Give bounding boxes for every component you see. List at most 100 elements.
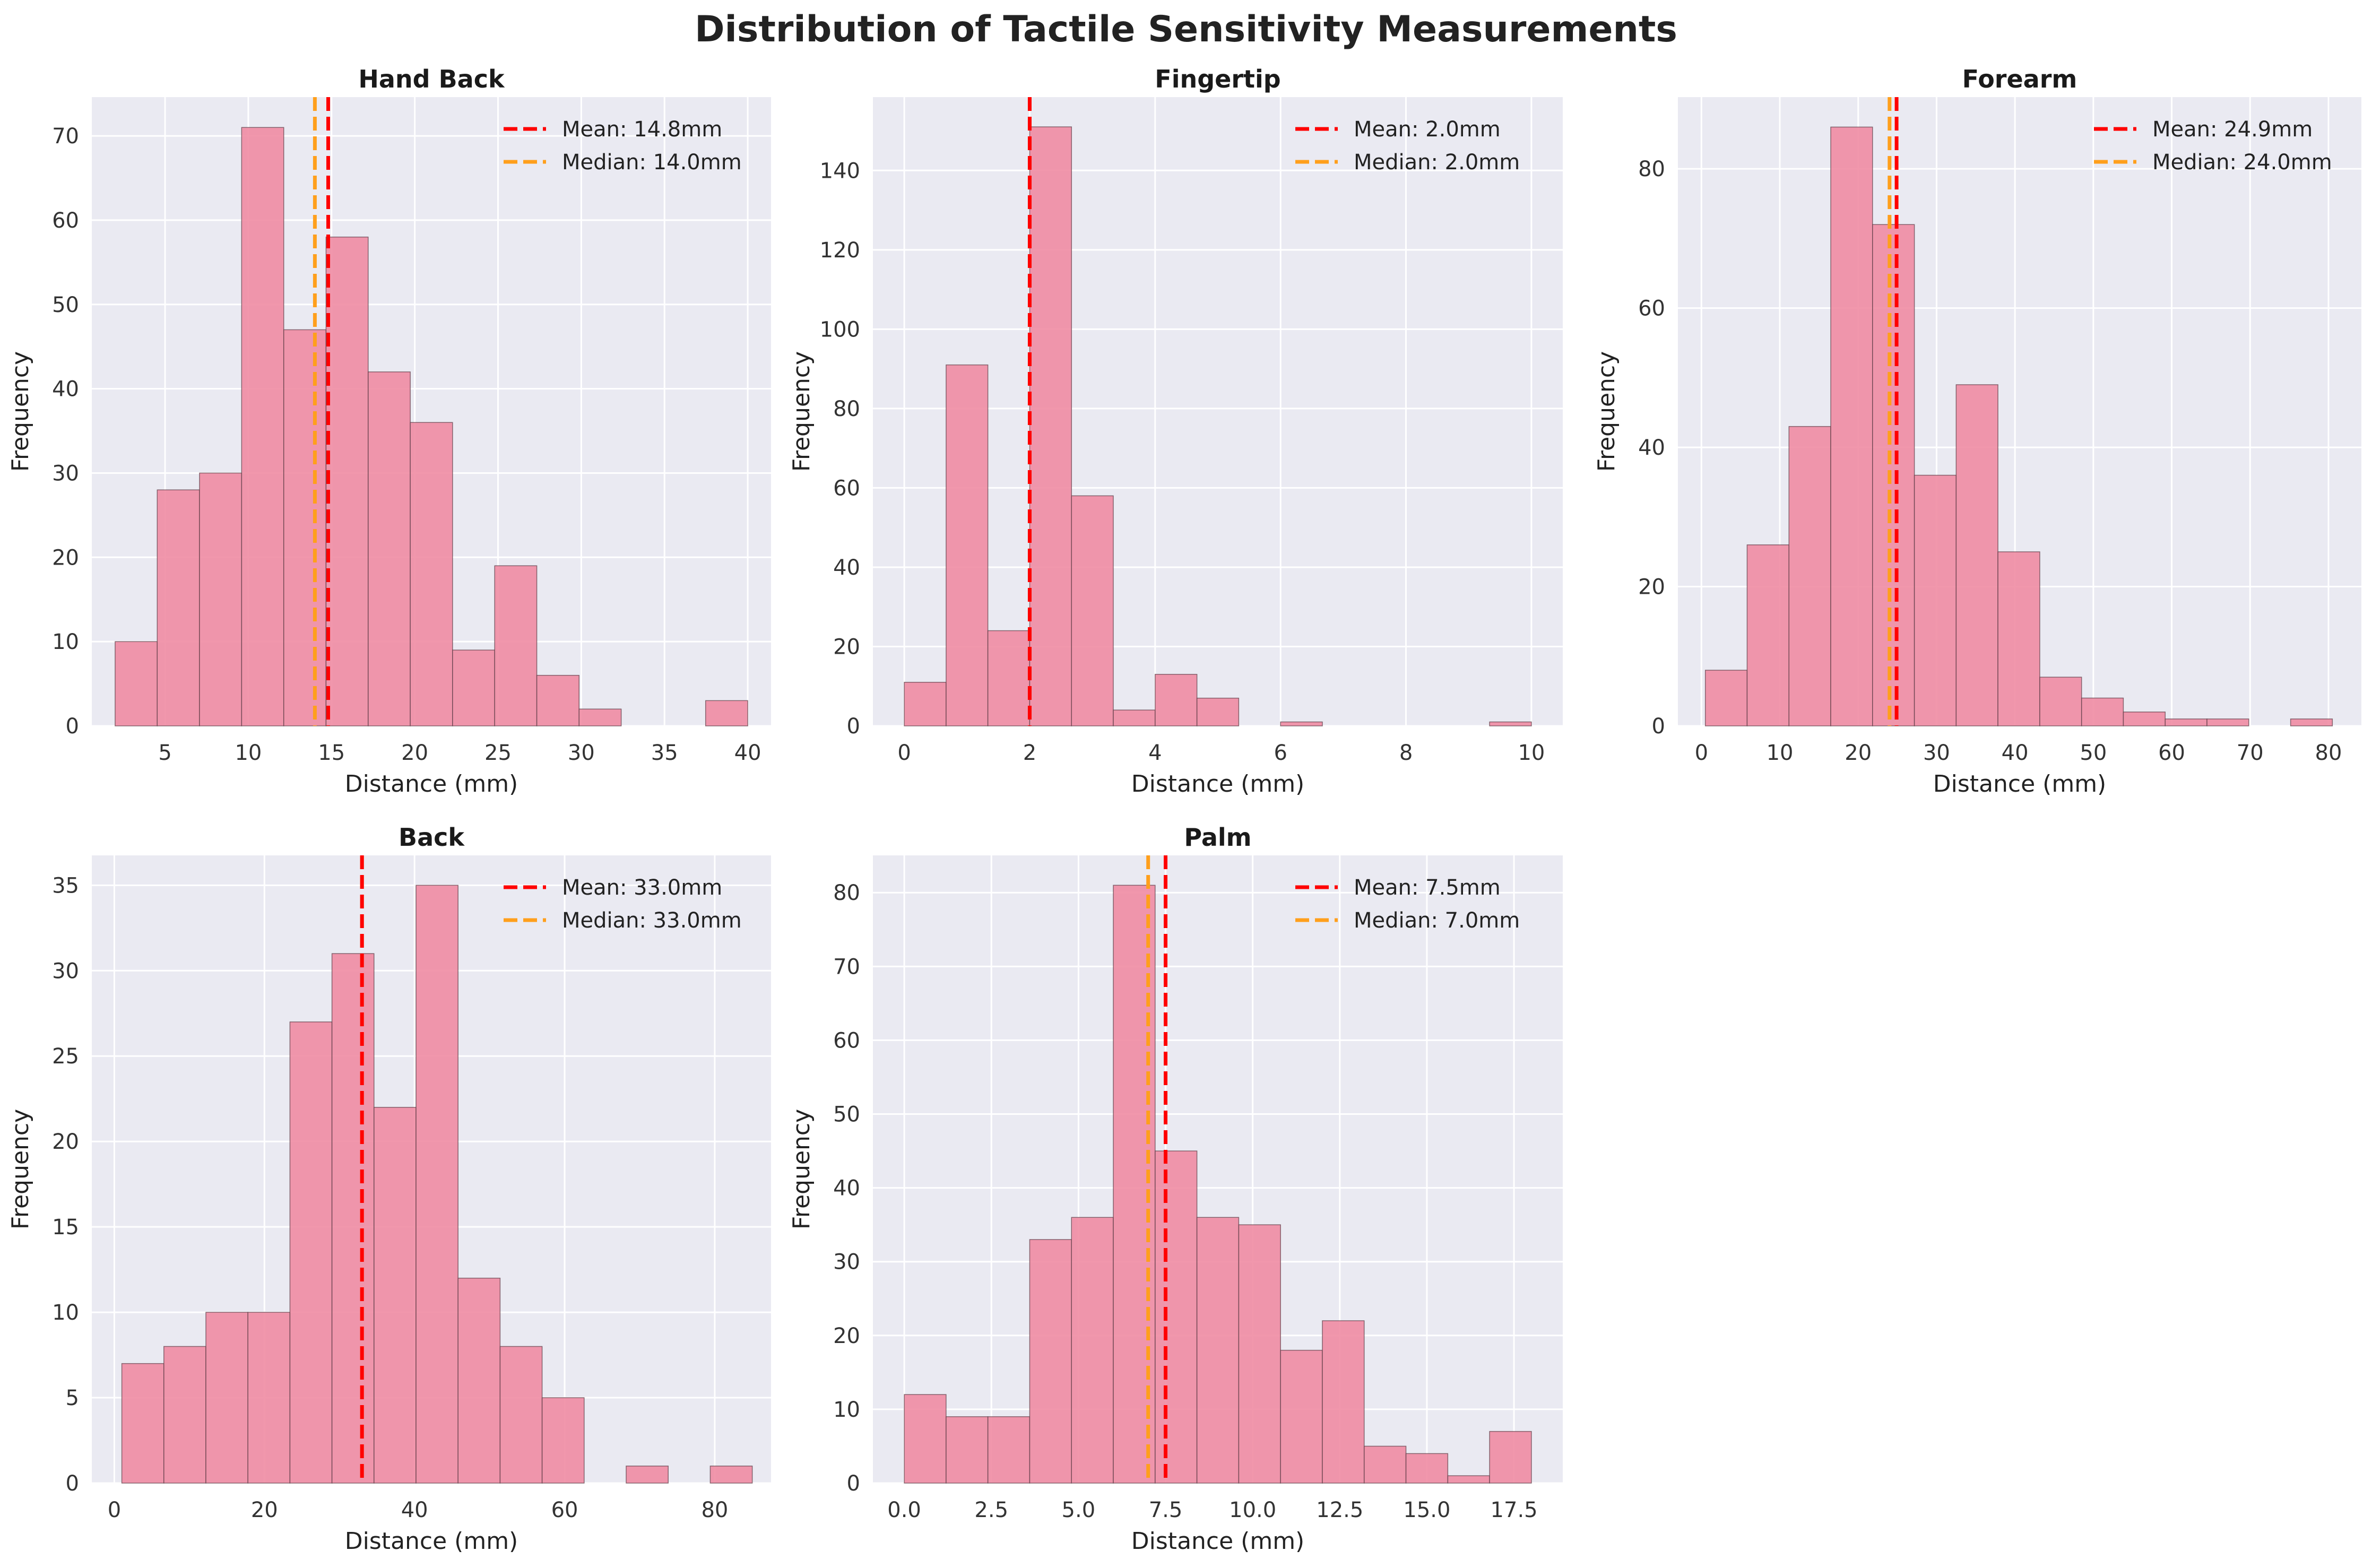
legend: Mean: 7.5mm Median: 7.0mm	[1295, 876, 1520, 933]
x-axis-label: Distance (mm)	[345, 770, 518, 798]
y-tick-label: 20	[52, 1130, 79, 1154]
histogram-bar	[705, 700, 748, 726]
y-tick-label: 20	[833, 635, 860, 659]
histogram-bar	[626, 1466, 669, 1484]
histogram-bar	[283, 329, 327, 726]
subplot-title: Fingertip	[1155, 65, 1280, 93]
legend-label-median: Median: 24.0mm	[2152, 150, 2332, 175]
y-tick-label: 0	[847, 714, 860, 739]
x-axis-label: Distance (mm)	[1131, 770, 1304, 798]
y-axis-label: Frequency	[7, 1109, 34, 1229]
histogram-bar	[452, 649, 495, 726]
x-tick-label: 35	[651, 741, 678, 765]
y-tick-label: 20	[833, 1324, 860, 1348]
x-tick-label: 2.5	[974, 1498, 1008, 1522]
y-axis-label: Frequency	[1593, 351, 1620, 472]
y-tick-label: 20	[1638, 575, 1665, 600]
y-tick-label: 5	[66, 1386, 79, 1410]
x-tick-label: 0	[108, 1498, 121, 1522]
y-tick-label: 0	[66, 1471, 79, 1496]
x-tick-label: 5.0	[1062, 1498, 1096, 1522]
y-tick-label: 70	[833, 955, 860, 979]
figure-title: Distribution of Tactile Sensitivity Meas…	[695, 8, 1677, 50]
histogram-bar	[1196, 697, 1240, 726]
histogram-bar	[410, 422, 453, 726]
x-tick-label: 60	[551, 1498, 578, 1522]
histogram-bar	[2165, 718, 2207, 726]
histogram-bar	[2081, 697, 2124, 726]
x-tick-label: 15	[318, 741, 345, 765]
histogram-bar	[1997, 551, 2040, 726]
y-tick-label: 60	[833, 476, 860, 500]
histogram-bar	[457, 1277, 501, 1484]
histogram-bar	[904, 682, 947, 726]
histogram-bar	[1113, 709, 1156, 726]
histogram-bar	[1029, 126, 1072, 726]
histogram-bar	[946, 364, 989, 726]
subplot-title: Forearm	[1962, 65, 2077, 93]
subplot-hand-back: 5 10 15 20 25 30 35 40 0 10 20 30 40 50 60 70 Distance (…	[7, 65, 771, 798]
histogram-bar	[1447, 1475, 1490, 1484]
histogram-bar	[1322, 1320, 1365, 1484]
histogram-bar	[1280, 1349, 1323, 1484]
y-axis-label: Frequency	[788, 351, 815, 472]
y-tick-label: 80	[1638, 157, 1665, 181]
y-tick-label: 40	[833, 1176, 860, 1201]
histogram-bar	[946, 1416, 989, 1484]
y-tick-label: 0	[847, 1471, 860, 1496]
histogram-bar	[2290, 718, 2333, 726]
x-tick-label: 20	[401, 741, 428, 765]
x-tick-label: 0	[1695, 741, 1708, 765]
histogram-bar	[368, 371, 411, 726]
histogram-bar	[1196, 1217, 1240, 1484]
legend-label-median: Median: 33.0mm	[562, 908, 742, 933]
x-tick-label: 40	[734, 741, 761, 765]
x-tick-label: 60	[2158, 741, 2185, 765]
histogram-bar	[1955, 384, 1998, 726]
x-tick-label: 80	[2315, 741, 2342, 765]
y-tick-label: 50	[833, 1103, 860, 1127]
x-tick-label: 10	[1767, 741, 1794, 765]
histogram-bar	[121, 1363, 165, 1484]
histogram-bar	[2039, 677, 2082, 726]
legend-label-mean: Mean: 33.0mm	[562, 876, 722, 900]
x-tick-label: 17.5	[1491, 1498, 1538, 1522]
histogram-bar	[289, 1021, 333, 1484]
y-tick-label: 40	[833, 556, 860, 580]
histogram-bar	[1280, 721, 1323, 726]
histogram-bar	[1071, 495, 1114, 726]
histogram-bar	[199, 472, 243, 726]
y-tick-label: 30	[52, 959, 79, 983]
y-tick-label: 40	[52, 377, 79, 402]
histogram-bar	[499, 1346, 543, 1484]
x-tick-label: 25	[484, 741, 512, 765]
x-tick-label: 0.0	[887, 1498, 921, 1522]
histogram-bar	[1872, 224, 1915, 726]
histogram-bar	[1029, 1239, 1072, 1484]
y-tick-label: 60	[52, 209, 79, 233]
histogram-bar	[1914, 474, 1957, 726]
histogram-bar	[1788, 426, 1831, 726]
y-tick-label: 40	[1638, 436, 1665, 460]
histogram-bar	[536, 674, 580, 726]
y-tick-label: 100	[820, 317, 860, 342]
y-tick-label: 50	[52, 293, 79, 317]
legend-label-mean: Mean: 7.5mm	[1354, 876, 1501, 900]
y-tick-label: 30	[52, 461, 79, 486]
x-tick-label: 80	[701, 1498, 728, 1522]
y-tick-label: 0	[1652, 714, 1665, 739]
x-tick-label: 40	[2002, 741, 2029, 765]
x-tick-label: 50	[2080, 741, 2107, 765]
histogram-bar	[2206, 718, 2249, 726]
x-axis-label: Distance (mm)	[1131, 1528, 1304, 1555]
y-tick-label: 10	[52, 1301, 79, 1325]
y-tick-label: 15	[52, 1215, 79, 1240]
histogram-bar	[494, 565, 538, 726]
legend-label-median: Median: 14.0mm	[562, 150, 742, 175]
histogram-bar	[2123, 712, 2166, 726]
histogram-bar	[1489, 1431, 1532, 1484]
histogram-bar	[1238, 1224, 1281, 1484]
x-tick-label: 2	[1023, 741, 1036, 765]
